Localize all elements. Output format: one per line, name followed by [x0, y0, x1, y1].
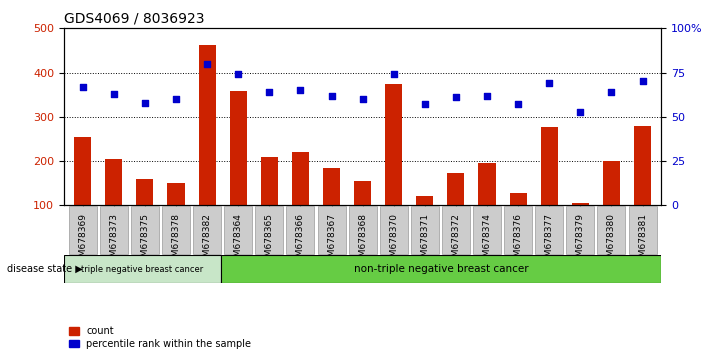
FancyBboxPatch shape: [567, 206, 594, 254]
Bar: [540, 127, 558, 250]
Point: [201, 61, 213, 67]
Text: GSM678372: GSM678372: [451, 213, 461, 268]
FancyBboxPatch shape: [348, 206, 377, 254]
Point: [574, 109, 586, 114]
FancyBboxPatch shape: [193, 206, 221, 254]
Bar: [221, 255, 661, 283]
Text: GSM678366: GSM678366: [296, 213, 305, 268]
Bar: [261, 156, 278, 250]
Point: [139, 100, 151, 105]
Text: GSM678367: GSM678367: [327, 213, 336, 268]
Text: GSM678379: GSM678379: [576, 213, 585, 268]
Point: [606, 89, 617, 95]
Bar: [479, 163, 496, 250]
Text: GSM678376: GSM678376: [513, 213, 523, 268]
Point: [481, 93, 493, 98]
Point: [419, 102, 430, 107]
Text: GSM678365: GSM678365: [264, 213, 274, 268]
Text: GSM678368: GSM678368: [358, 213, 367, 268]
Bar: [198, 45, 215, 250]
Bar: [510, 193, 527, 250]
Bar: [105, 159, 122, 250]
FancyBboxPatch shape: [318, 206, 346, 254]
Point: [294, 87, 306, 93]
Text: GSM678370: GSM678370: [389, 213, 398, 268]
FancyBboxPatch shape: [162, 206, 190, 254]
Bar: [572, 203, 589, 250]
Text: triple negative breast cancer: triple negative breast cancer: [81, 264, 203, 274]
Text: GDS4069 / 8036923: GDS4069 / 8036923: [64, 12, 205, 26]
Text: GSM678378: GSM678378: [171, 213, 181, 268]
Point: [170, 96, 181, 102]
Text: GSM678373: GSM678373: [109, 213, 118, 268]
Point: [450, 95, 461, 100]
FancyBboxPatch shape: [629, 206, 656, 254]
Bar: [292, 152, 309, 250]
Text: GSM678374: GSM678374: [483, 213, 491, 268]
Bar: [230, 91, 247, 250]
Point: [108, 91, 119, 97]
Bar: [634, 126, 651, 250]
Text: non-triple negative breast cancer: non-triple negative breast cancer: [354, 264, 528, 274]
FancyBboxPatch shape: [69, 206, 97, 254]
FancyBboxPatch shape: [504, 206, 532, 254]
FancyBboxPatch shape: [442, 206, 470, 254]
Bar: [354, 181, 371, 250]
Text: GSM678382: GSM678382: [203, 213, 212, 268]
Point: [357, 96, 368, 102]
FancyBboxPatch shape: [473, 206, 501, 254]
Text: GSM678371: GSM678371: [420, 213, 429, 268]
Legend: count, percentile rank within the sample: count, percentile rank within the sample: [69, 326, 252, 349]
FancyBboxPatch shape: [411, 206, 439, 254]
Bar: [447, 173, 464, 250]
Bar: [385, 84, 402, 250]
Text: GSM678380: GSM678380: [607, 213, 616, 268]
Point: [637, 79, 648, 84]
FancyBboxPatch shape: [255, 206, 283, 254]
FancyBboxPatch shape: [380, 206, 407, 254]
Text: GSM678369: GSM678369: [78, 213, 87, 268]
FancyBboxPatch shape: [597, 206, 626, 254]
Point: [543, 80, 555, 86]
Bar: [167, 183, 185, 250]
Bar: [323, 168, 340, 250]
FancyBboxPatch shape: [224, 206, 252, 254]
Text: GSM678364: GSM678364: [234, 213, 242, 268]
Bar: [416, 196, 434, 250]
Text: GSM678381: GSM678381: [638, 213, 647, 268]
Point: [77, 84, 88, 90]
Point: [232, 72, 244, 77]
FancyBboxPatch shape: [287, 206, 314, 254]
Point: [264, 89, 275, 95]
Point: [513, 102, 524, 107]
Text: disease state ▶: disease state ▶: [7, 264, 83, 274]
FancyBboxPatch shape: [100, 206, 128, 254]
Point: [326, 93, 337, 98]
Bar: [137, 179, 154, 250]
Text: GSM678377: GSM678377: [545, 213, 554, 268]
FancyBboxPatch shape: [131, 206, 159, 254]
Bar: [74, 137, 91, 250]
Text: GSM678375: GSM678375: [140, 213, 149, 268]
Bar: [64, 255, 221, 283]
FancyBboxPatch shape: [535, 206, 563, 254]
Bar: [603, 161, 620, 250]
Point: [388, 72, 400, 77]
